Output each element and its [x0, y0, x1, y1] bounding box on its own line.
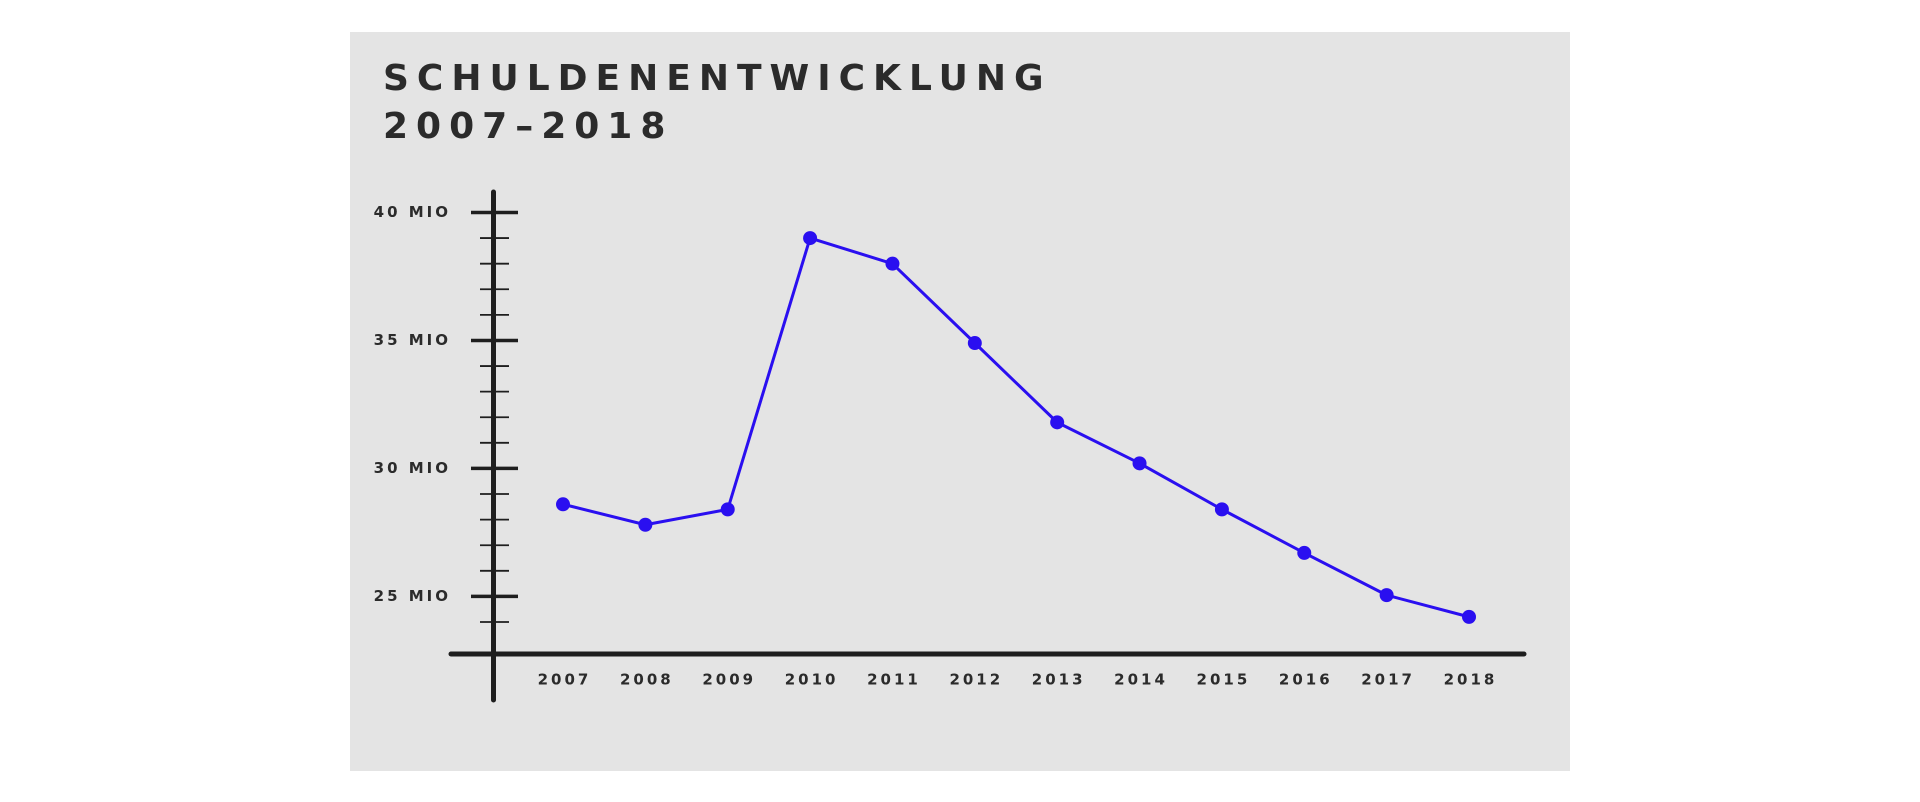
- x-tick-label: 2011: [867, 671, 921, 689]
- data-point: [1297, 545, 1312, 560]
- x-tick-label: 2010: [785, 671, 839, 689]
- data-point: [1050, 415, 1065, 430]
- x-tick-label: 2016: [1279, 671, 1333, 689]
- x-tick-label: 2007: [538, 671, 592, 689]
- chart-subtitle: 2007–2018: [383, 106, 673, 147]
- data-point: [1462, 609, 1476, 624]
- x-tick-label: 2014: [1114, 671, 1168, 689]
- data-point: [1132, 456, 1147, 471]
- data-point: [885, 256, 900, 271]
- y-tick-label: 30 MIO: [374, 459, 451, 477]
- x-tick-label: 2009: [702, 671, 756, 689]
- x-tick-label: 2018: [1444, 671, 1498, 689]
- data-point: [556, 497, 570, 512]
- y-tick-label: 25 MIO: [374, 587, 451, 605]
- data-point: [1214, 502, 1229, 517]
- data-point: [1379, 588, 1394, 603]
- x-tick-label: 2013: [1032, 671, 1086, 689]
- panel: [350, 32, 1570, 771]
- line-series: [562, 236, 1470, 619]
- y-tick-label: 35 MIO: [374, 331, 451, 349]
- y-tick-label: 40 MIO: [374, 203, 451, 221]
- x-tick-label: 2015: [1197, 671, 1251, 689]
- data-point: [638, 517, 653, 532]
- data-point: [720, 502, 735, 517]
- data-point: [967, 336, 982, 351]
- x-tick-label: 2008: [620, 671, 674, 689]
- chart-title: SCHULDENENTWICKLUNG: [383, 58, 1052, 99]
- data-point: [803, 231, 818, 246]
- x-tick-label: 2012: [949, 671, 1003, 689]
- x-tick-label: 2017: [1361, 671, 1415, 689]
